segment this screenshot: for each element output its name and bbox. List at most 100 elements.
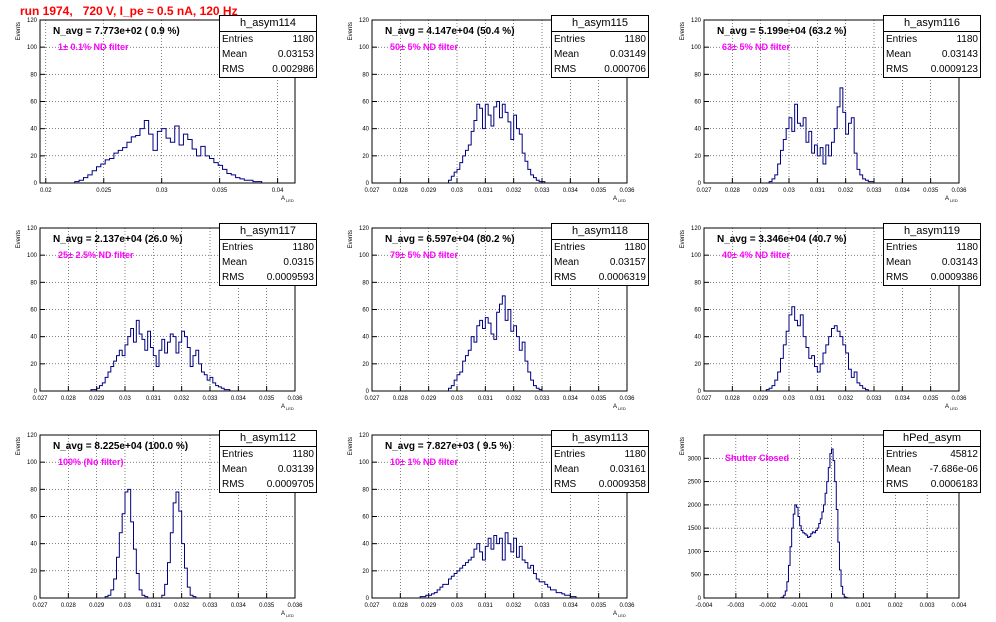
y-tick-label: 20 [30, 362, 37, 368]
stats-box: h_asym119 Entries 1180 Mean 0.03143 RMS 0.0009… [883, 223, 981, 286]
x-axis-label: A [613, 196, 617, 202]
stats-value: 1180 [956, 242, 978, 253]
y-tick-label: 20 [362, 154, 369, 160]
x-tick-label: 0.027 [32, 396, 48, 402]
x-tick-label: 0.002 [888, 603, 904, 609]
page-title: run 1974, 720 V, I_pe ≈ 0.5 nA, 120 Hz [20, 4, 238, 18]
x-tick-label: 0.031 [146, 396, 162, 402]
stats-value: 0.0009386 [930, 272, 978, 283]
navg-label: N_avg = 2.137e+04 (26.0 %) [53, 234, 183, 245]
stats-key: Entries [886, 449, 918, 460]
histogram-series [448, 295, 559, 392]
x-axis-label-subscript: LED [618, 613, 626, 618]
x-axis-label: A [945, 404, 949, 410]
x-axis-label: A [281, 404, 285, 410]
stats-key: Mean [886, 464, 912, 475]
stats-key: RMS [222, 64, 245, 75]
x-tick-label: 0.03 [119, 396, 131, 402]
y-tick-label: 120 [359, 226, 370, 232]
x-tick-label: 0.036 [951, 188, 967, 194]
stats-row-mean: Mean 0.03153 [220, 47, 316, 62]
stats-box-title: h_asym113 [552, 431, 648, 447]
navg-label: N_avg = 6.597e+04 (80.2 %) [385, 234, 515, 245]
y-axis-label: Events [16, 230, 22, 248]
stats-row-entries: Entries 1180 [220, 240, 316, 255]
y-tick-label: 120 [27, 226, 38, 232]
x-axis-label-subscript: LED [950, 198, 958, 203]
stats-box: h_asym115 Entries 1180 Mean 0.03149 RMS 0.0007… [551, 15, 649, 78]
stats-key: RMS [886, 479, 909, 490]
stats-key: Entries [554, 242, 586, 253]
y-tick-label: 40 [30, 542, 37, 548]
stats-row-rms: RMS 0.0009705 [220, 477, 316, 492]
stats-value: 0.0006319 [598, 272, 646, 283]
stats-key: Mean [222, 257, 248, 268]
y-tick-label: 0 [698, 596, 702, 602]
stats-value: 0.0315 [283, 257, 314, 268]
y-tick-label: 80 [694, 280, 701, 286]
stats-value: 0.0009358 [598, 479, 646, 490]
stats-value: 0.0009705 [266, 479, 314, 490]
stats-box: h_asym117 Entries 1180 Mean 0.0315 RMS 0.00095… [219, 223, 317, 286]
y-tick-label: 20 [30, 569, 37, 575]
y-tick-label: 80 [30, 72, 37, 78]
y-tick-label: 100 [27, 253, 38, 259]
stats-key: Entries [222, 34, 254, 45]
histogram-plot: -0.004 -0.003 -0.002 -0.001 0 0.001 0.002 0.003… [680, 434, 967, 609]
filter-annotation: 50± 5% ND filter [390, 42, 458, 52]
x-tick-label: 0.035 [591, 603, 607, 609]
y-tick-label: 100 [359, 460, 370, 466]
stats-key: RMS [554, 64, 577, 75]
x-tick-label: 0.034 [895, 188, 911, 194]
stats-box-title: h_asym118 [552, 224, 648, 240]
x-tick-label: 0.028 [725, 396, 741, 402]
y-tick-label: 100 [27, 45, 38, 51]
x-tick-label: 0.032 [506, 603, 522, 609]
x-tick-label: 0.034 [231, 603, 247, 609]
stats-row-rms: RMS 0.0009386 [884, 270, 980, 285]
navg-label: N_avg = 4.147e+04 (50.4 %) [385, 26, 515, 37]
filter-annotation: 10± 1% ND filter [390, 457, 458, 467]
filter-annotation: 63± 5% ND filter [722, 42, 790, 52]
y-tick-label: 80 [694, 72, 701, 78]
y-tick-label: 40 [362, 542, 369, 548]
x-tick-label: 0.03 [451, 396, 463, 402]
histogram-series [104, 488, 225, 599]
y-tick-label: 120 [691, 18, 702, 24]
x-tick-label: 0.027 [364, 603, 380, 609]
x-tick-label: 0.031 [146, 603, 162, 609]
y-tick-label: 20 [362, 362, 369, 368]
stats-row-entries: Entries 1180 [884, 32, 980, 47]
x-tick-label: 0.029 [89, 603, 105, 609]
histogram-plot: 0.027 0.028 0.029 0.03 0.031 0.032 0.033 0.034 0… [348, 18, 635, 203]
stats-key: RMS [554, 479, 577, 490]
x-tick-label: 0.029 [753, 188, 769, 194]
histogram-pad-h_asym114: 0.02 0.025 0.03 0.035 0.04 0 20 40 60 80 100 120 Eve… [0, 0, 330, 205]
stats-value: 1180 [624, 242, 646, 253]
y-tick-label: 100 [359, 45, 370, 51]
y-tick-label: 60 [30, 308, 37, 314]
stats-row-mean: Mean 0.03143 [884, 47, 980, 62]
x-tick-label: 0.029 [89, 396, 105, 402]
stats-key: RMS [886, 64, 909, 75]
x-tick-label: 0.034 [895, 396, 911, 402]
x-tick-label: 0.033 [534, 396, 550, 402]
stats-value: 0.03149 [609, 49, 646, 60]
stats-key: Entries [554, 449, 586, 460]
x-tick-label: 0.029 [421, 603, 437, 609]
stats-value: 1180 [956, 34, 978, 45]
x-tick-label: 0.032 [506, 188, 522, 194]
stats-value: 1180 [292, 34, 314, 45]
histogram-plot: 0.027 0.028 0.029 0.03 0.031 0.032 0.033 0.034 0… [680, 18, 967, 203]
x-tick-label: 0.034 [563, 396, 579, 402]
y-tick-label: 120 [691, 226, 702, 232]
stats-row-mean: Mean 0.0315 [220, 255, 316, 270]
stats-key: RMS [886, 272, 909, 283]
x-tick-label: 0.035 [259, 603, 275, 609]
y-axis-label: Events [680, 22, 686, 40]
y-tick-label: 20 [30, 154, 37, 160]
y-axis-label: Events [16, 437, 22, 455]
stats-box-title: hPed_asym [884, 431, 980, 447]
x-tick-label: 0.028 [393, 396, 409, 402]
stats-key: Mean [554, 464, 580, 475]
